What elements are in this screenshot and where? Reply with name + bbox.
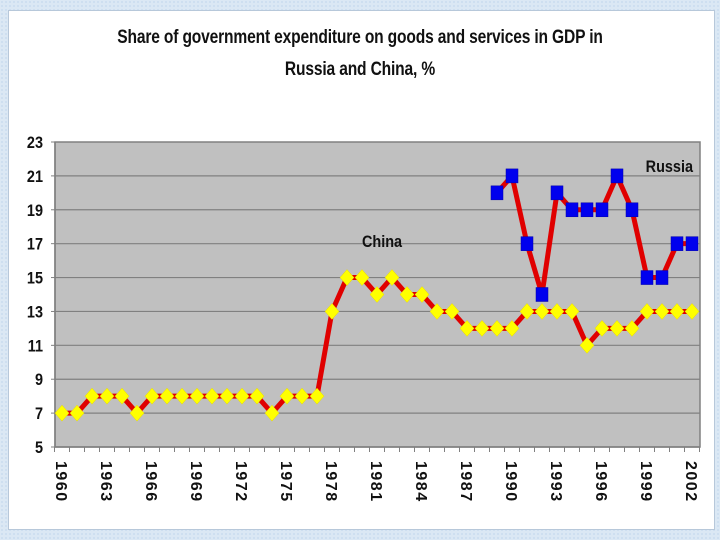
russia-point <box>550 185 564 201</box>
russia-point <box>670 236 684 251</box>
y-tick-label: 19 <box>27 202 43 220</box>
russia-label: Russia <box>646 158 694 176</box>
china-point <box>654 303 670 320</box>
china-point <box>84 387 100 405</box>
chart-title: Share of government expenditure on goods… <box>65 22 655 86</box>
china-point <box>504 320 520 337</box>
russia-point <box>565 202 579 218</box>
russia-point <box>640 270 654 285</box>
series-china <box>54 269 700 422</box>
china-point <box>579 336 595 354</box>
china-point <box>69 404 85 422</box>
china-label: China <box>362 233 402 251</box>
china-point <box>369 286 385 303</box>
china-point <box>189 387 205 405</box>
x-axis: 1960 1963 1966 1969 1972 1975 1978 1981 1984 1987… <box>52 446 700 503</box>
x-tick-label: 1963 <box>97 461 114 503</box>
china-point <box>159 387 175 405</box>
x-tick-label: 1978 <box>322 461 339 503</box>
y-tick-label: 9 <box>35 371 43 389</box>
x-tick-label: 1993 <box>547 461 564 503</box>
china-point <box>144 387 160 405</box>
china-point <box>129 404 145 422</box>
china-point <box>339 269 355 286</box>
china-point <box>414 286 430 303</box>
series-russia <box>490 168 699 302</box>
y-tick-label: 23 <box>27 134 43 152</box>
x-tick-label: 1972 <box>232 461 249 503</box>
x-tick-label: 1969 <box>187 461 204 503</box>
china-point <box>429 303 445 320</box>
china-point <box>234 387 250 405</box>
russia-point <box>595 202 609 218</box>
x-tick-label: 1975 <box>277 461 294 503</box>
russia-point <box>520 236 534 251</box>
x-tick-label: 1966 <box>142 461 159 503</box>
china-point <box>204 387 220 405</box>
russia-point <box>580 202 594 218</box>
china-point <box>684 303 700 320</box>
china-point <box>549 303 565 320</box>
chart-title-line1: Share of government expenditure on goods… <box>117 27 603 48</box>
china-point <box>174 387 190 405</box>
china-point <box>459 320 475 337</box>
china-point <box>99 387 115 405</box>
china-point <box>264 404 280 422</box>
y-tick-label: 15 <box>27 270 43 288</box>
russia-point <box>655 270 669 285</box>
china-point <box>489 320 505 337</box>
china-point <box>519 303 535 320</box>
china-point <box>609 320 625 337</box>
china-point <box>279 387 295 405</box>
china-point <box>639 303 655 320</box>
y-tick-label: 17 <box>27 236 43 254</box>
china-point <box>309 387 325 405</box>
x-tick-label: 1996 <box>592 461 609 503</box>
china-point <box>534 303 550 320</box>
china-point <box>564 303 580 320</box>
china-point <box>474 320 490 337</box>
china-point <box>114 387 130 405</box>
y-tick-label: 21 <box>27 168 43 186</box>
china-point <box>324 303 340 320</box>
china-point <box>354 269 370 286</box>
series-layer <box>54 168 700 422</box>
russia-point <box>625 202 639 218</box>
china-point <box>594 320 610 337</box>
x-tick-label: 1987 <box>457 461 474 503</box>
russia-point <box>610 168 624 184</box>
x-tick-label: 1960 <box>52 461 69 503</box>
y-axis: 5 7 9 11 13 15 17 19 21 23 <box>27 134 56 457</box>
russia-point <box>535 287 549 302</box>
y-tick-label: 7 <box>35 405 43 423</box>
x-tick-label: 1990 <box>502 461 519 503</box>
y-tick-label: 13 <box>27 303 43 321</box>
y-tick-label: 5 <box>35 439 43 457</box>
y-tick-label: 11 <box>28 337 43 355</box>
russia-point <box>505 168 519 184</box>
china-point <box>624 320 640 337</box>
russia-point <box>685 236 699 251</box>
china-point <box>219 387 235 405</box>
chart-title-line2: Russia and China, % <box>284 59 436 80</box>
x-tick-label: 2002 <box>682 461 699 503</box>
x-tick-label: 1981 <box>367 461 384 503</box>
china-point <box>294 387 310 405</box>
china-point <box>249 387 265 405</box>
china-point <box>384 269 400 286</box>
annotations: China Russia <box>362 158 693 251</box>
china-point <box>399 286 415 303</box>
china-point <box>54 404 70 422</box>
china-point <box>444 303 460 320</box>
x-tick-label: 1999 <box>637 461 654 503</box>
china-point <box>669 303 685 320</box>
russia-point <box>490 185 504 201</box>
x-tick-label: 1984 <box>412 461 429 503</box>
